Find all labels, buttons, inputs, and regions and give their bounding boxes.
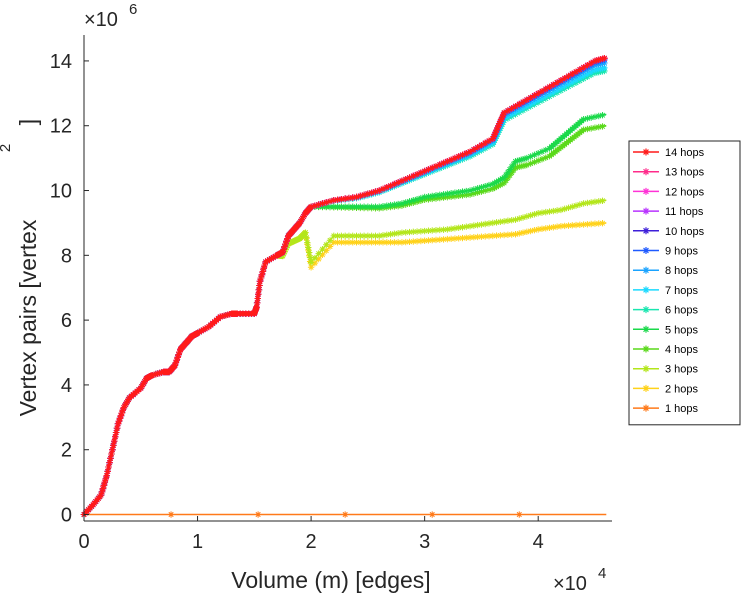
series-markers <box>80 67 608 518</box>
series-line <box>83 61 607 516</box>
legend-entry-label: 5 hops <box>665 324 699 336</box>
legend-entry-label: 13 hops <box>665 167 705 179</box>
y-axis-title-superscript: 2 <box>0 144 14 152</box>
series-line <box>83 56 607 516</box>
y-tick-label: 14 <box>50 51 72 73</box>
legend-entry-label: 11 hops <box>665 206 704 218</box>
y-tick-label: 6 <box>61 310 72 332</box>
y-axis-title-close: ] <box>15 119 41 125</box>
plot-lines <box>80 55 608 518</box>
legend-swatch-marker <box>642 247 650 254</box>
x-tick-label: 3 <box>419 531 430 553</box>
series-line <box>83 113 607 516</box>
y-exponent-label: ×10 <box>84 9 118 31</box>
x-tick-label: 1 <box>192 531 203 553</box>
x-tick-label: 2 <box>306 531 317 553</box>
legend-entry-label: 6 hops <box>665 305 699 317</box>
legend-swatch-marker <box>642 227 650 235</box>
legend: 14 hops 13 hops 12 hops 11 hops 10 hops 9 hop… <box>628 140 741 426</box>
legend-swatch-marker <box>642 365 650 373</box>
x-axis-title: Volume (m) [edges] <box>231 567 430 593</box>
legend-entry-label: 3 hops <box>665 364 699 376</box>
series-markers <box>80 219 606 518</box>
series-markers <box>80 64 608 518</box>
y-tick-label: 0 <box>61 505 72 527</box>
legend-swatch-marker <box>642 148 650 156</box>
series-line <box>83 222 607 516</box>
series-line <box>83 56 607 516</box>
series-markers <box>80 55 608 518</box>
legend-entry-label: 12 hops <box>665 186 705 198</box>
series-markers <box>80 59 608 518</box>
series-line <box>83 56 607 516</box>
legend-swatch-marker <box>642 266 650 274</box>
series-markers <box>80 197 606 518</box>
legend-entry-label: 14 hops <box>665 147 705 159</box>
y-tick-label: 10 <box>50 181 72 203</box>
series-markers <box>80 55 608 518</box>
legend-swatch-marker <box>642 187 650 195</box>
series-markers <box>80 111 606 518</box>
legend-swatch-marker <box>642 168 650 176</box>
legend-swatch-marker <box>642 207 650 215</box>
series-line <box>83 58 607 516</box>
legend-entry-label: 2 hops <box>665 383 699 395</box>
legend-entry-label: 9 hops <box>665 246 699 258</box>
y-tick-label: 2 <box>61 440 72 462</box>
x-exponent-label: ×10 <box>553 573 587 595</box>
y-tick-label: 12 <box>50 116 72 138</box>
legend-swatch-marker <box>642 306 650 314</box>
series-line <box>83 56 607 516</box>
legend-swatch-marker <box>642 345 650 353</box>
legend-entry-label: 4 hops <box>665 344 699 356</box>
legend-entry-label: 8 hops <box>665 265 699 277</box>
series-line <box>83 56 607 516</box>
legend-entry-label: 7 hops <box>665 285 699 297</box>
legend-entry-label: 10 hops <box>665 226 705 238</box>
y-tick-label: 4 <box>61 375 72 397</box>
legend-swatch-marker <box>642 286 650 294</box>
y-exponent-power: 6 <box>129 1 137 18</box>
series-markers <box>80 55 608 518</box>
legend-swatch-marker <box>642 384 650 392</box>
y-axis-title: Vertex pairs [vertex <box>15 219 41 416</box>
x-exponent-power: 4 <box>598 565 606 582</box>
x-tick-label: 0 <box>78 531 89 553</box>
series-line <box>83 66 607 516</box>
series-line <box>83 69 607 516</box>
series-line <box>83 124 607 516</box>
legend-entry-label: 1 hops <box>665 403 699 415</box>
x-tick-label: 4 <box>533 531 544 553</box>
series-markers <box>80 56 608 518</box>
legend-box <box>628 140 741 426</box>
series-markers <box>80 123 606 518</box>
series-markers <box>80 55 608 518</box>
y-tick-label: 8 <box>61 245 72 267</box>
series-line <box>83 199 607 516</box>
legend-swatch-marker <box>642 404 650 412</box>
series-markers <box>80 55 608 518</box>
legend-swatch-marker <box>642 325 650 333</box>
